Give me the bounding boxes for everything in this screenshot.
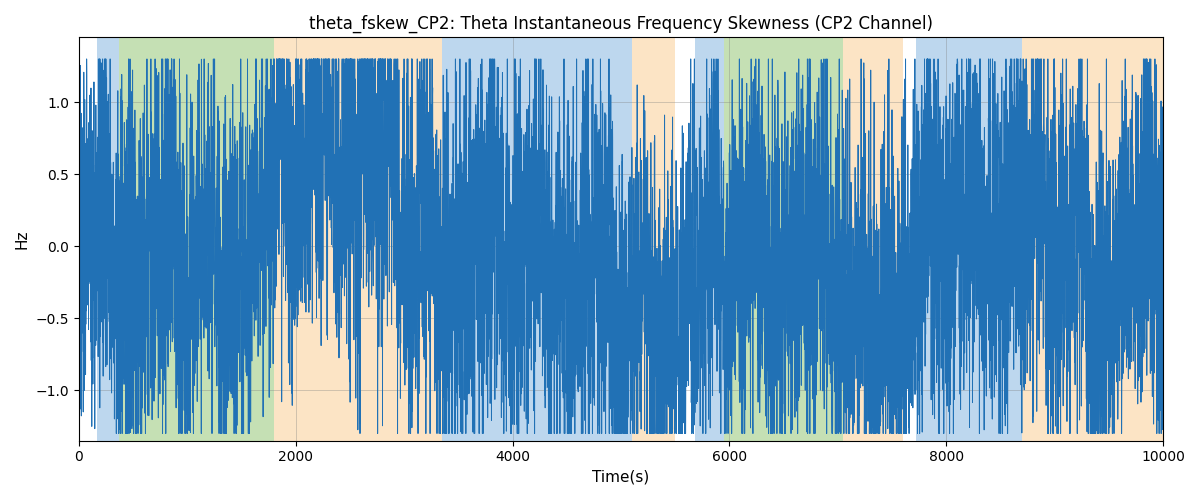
Y-axis label: Hz: Hz: [14, 230, 30, 249]
Bar: [274, 38, 442, 440]
X-axis label: Time(s): Time(s): [593, 470, 649, 485]
Bar: [724, 38, 844, 440]
Bar: [119, 38, 274, 440]
Title: theta_fskew_CP2: Theta Instantaneous Frequency Skewness (CP2 Channel): theta_fskew_CP2: Theta Instantaneous Fre…: [308, 15, 932, 34]
Bar: [632, 38, 676, 440]
Bar: [442, 38, 632, 440]
Bar: [844, 38, 902, 440]
Bar: [97, 38, 119, 440]
Bar: [695, 38, 724, 440]
Bar: [1022, 38, 1163, 440]
Bar: [916, 38, 1022, 440]
